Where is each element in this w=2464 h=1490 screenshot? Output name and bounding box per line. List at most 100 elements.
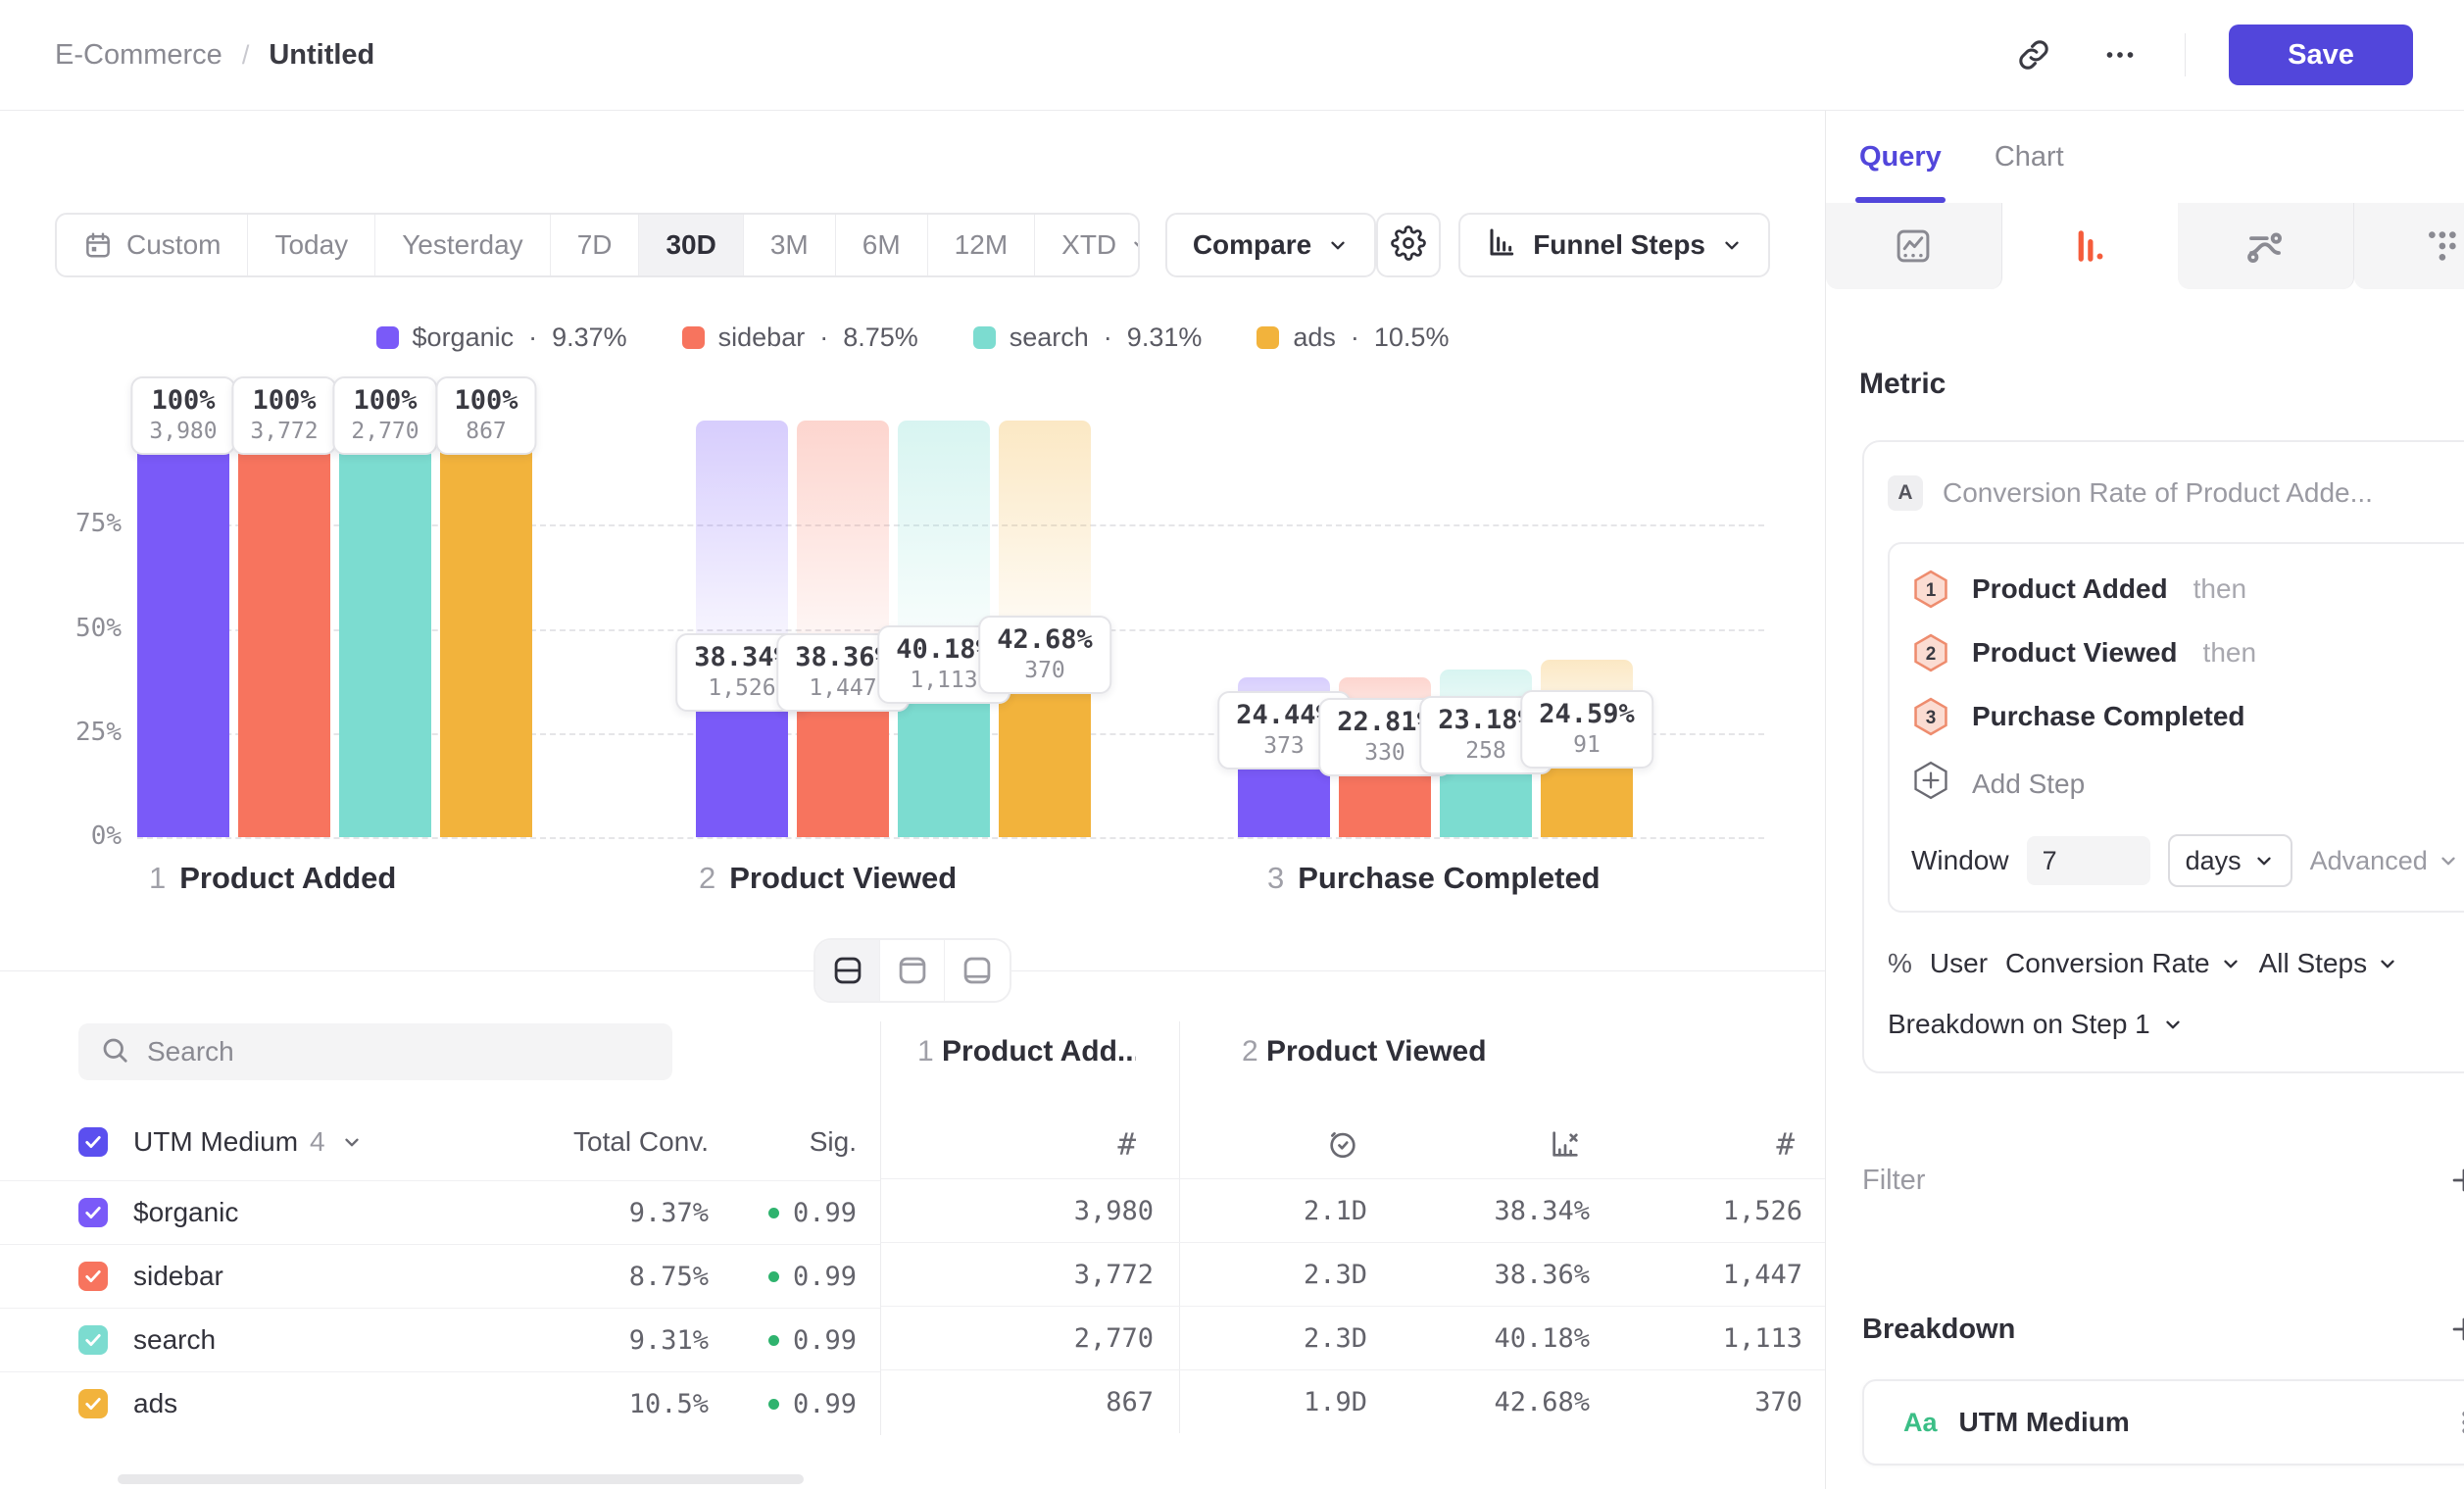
- breadcrumb-space[interactable]: E-Commerce: [55, 39, 222, 72]
- table-row-organic[interactable]: $organic 9.37% 0.99: [0, 1180, 880, 1244]
- range-12m[interactable]: 12M: [928, 215, 1035, 275]
- measured-metric-dropdown[interactable]: Conversion Rate: [2005, 948, 2242, 979]
- legend-item-search[interactable]: search · 9.31%: [973, 323, 1203, 353]
- funnel-bar-organic-step1[interactable]: [137, 421, 229, 837]
- conversion-rate-icon[interactable]: [1395, 1127, 1609, 1163]
- chart-type-retention-dots[interactable]: [2354, 203, 2464, 289]
- range-7d[interactable]: 7D: [551, 215, 640, 275]
- range-label: 7D: [577, 229, 613, 261]
- tab-chart[interactable]: Chart: [1995, 111, 2064, 203]
- hexagon-plus-icon: [1911, 761, 1950, 807]
- more-options-vertical-icon[interactable]: [2449, 1407, 2464, 1438]
- table-row-sidebar[interactable]: sidebar 8.75% 0.99: [0, 1244, 880, 1308]
- funnel-steps-card: 1 Product Added then 2 Product Viewed th…: [1888, 542, 2464, 913]
- group-column-header[interactable]: UTM Medium 4: [133, 1126, 464, 1158]
- chart-type-label: Funnel Steps: [1533, 229, 1705, 261]
- add-breakdown-icon[interactable]: [2447, 1313, 2464, 1346]
- chart-settings-button[interactable]: [1376, 213, 1441, 277]
- range-3m[interactable]: 3M: [744, 215, 836, 275]
- gear-icon: [1391, 225, 1426, 266]
- query-step-3[interactable]: 3 Purchase Completed: [1911, 697, 2459, 736]
- chart-only-view-button[interactable]: [880, 940, 945, 1001]
- breakdown-item-card[interactable]: Aa UTM Medium: [1862, 1379, 2464, 1465]
- range-yesterday[interactable]: Yesterday: [375, 215, 551, 275]
- row-checkbox[interactable]: [78, 1262, 108, 1291]
- funnel-bar-sidebar-step1[interactable]: [238, 421, 330, 837]
- table-only-view-button[interactable]: [945, 940, 1010, 1001]
- range-30d[interactable]: 30D: [639, 215, 743, 275]
- row-label: search: [133, 1324, 464, 1356]
- filter-section: Filter: [1826, 1164, 2464, 1197]
- compare-button[interactable]: Compare: [1165, 213, 1376, 277]
- horizontal-scrollbar[interactable]: [118, 1474, 804, 1484]
- avg-time: 2.3D: [1180, 1243, 1395, 1306]
- save-button[interactable]: Save: [2229, 25, 2413, 85]
- legend-item-sidebar[interactable]: sidebar · 8.75%: [682, 323, 918, 353]
- window-unit-select[interactable]: days: [2168, 834, 2292, 887]
- row-sig: 0.99: [709, 1262, 880, 1292]
- copy-link-icon[interactable]: [2012, 33, 2055, 76]
- query-step-1[interactable]: 1 Product Added then: [1911, 570, 2459, 609]
- add-filter-icon[interactable]: [2447, 1164, 2464, 1197]
- select-all-checkbox[interactable]: [78, 1127, 108, 1157]
- window-label: Window: [1911, 845, 2009, 876]
- chart-type-strip: [1826, 203, 2464, 289]
- gridline: [137, 837, 1764, 839]
- search-input[interactable]: [147, 1036, 651, 1068]
- breadcrumb: E-Commerce / Untitled: [55, 39, 374, 72]
- count-hash-icon[interactable]: #: [1609, 1127, 1825, 1163]
- row-checkbox[interactable]: [78, 1198, 108, 1227]
- breadcrumb-current[interactable]: Untitled: [269, 39, 374, 72]
- more-options-icon[interactable]: [2098, 33, 2142, 76]
- header-actions: Save: [2012, 25, 2413, 85]
- step2-column-title[interactable]: 2 Product Viewed: [1180, 1035, 1825, 1068]
- advanced-dropdown[interactable]: Advanced: [2310, 846, 2459, 876]
- split-view-button[interactable]: [815, 940, 880, 1001]
- step1-column-title[interactable]: 1 Product Add...: [917, 1035, 1136, 1068]
- table-row-search[interactable]: search 9.31% 0.99: [0, 1308, 880, 1371]
- string-type-icon: Aa: [1903, 1408, 1938, 1438]
- step-label-3: 3Purchase Completed: [1267, 861, 1601, 896]
- funnel-bar-search-step1[interactable]: [339, 421, 431, 837]
- row-checkbox[interactable]: [78, 1389, 108, 1418]
- table-search: [78, 1023, 672, 1080]
- add-step-button[interactable]: Add Step: [1911, 761, 2459, 807]
- avg-time-icon[interactable]: [1180, 1127, 1395, 1163]
- table-row-values[interactable]: 2,770 2.3D 40.18% 1,113: [881, 1306, 1825, 1369]
- chart-type-funnel-bars[interactable]: [2002, 203, 2178, 289]
- measured-user-label[interactable]: User: [1930, 948, 1988, 979]
- breakdown-on-step-dropdown[interactable]: Breakdown on Step 1: [1888, 1009, 2464, 1040]
- metric-title-row[interactable]: A Conversion Rate of Product Adde...: [1888, 475, 2464, 511]
- search-icon: [100, 1035, 129, 1069]
- range-today[interactable]: Today: [248, 215, 375, 275]
- window-value-input[interactable]: [2027, 836, 2150, 885]
- table-row-ads[interactable]: ads 10.5% 0.99: [0, 1371, 880, 1435]
- row-label: ads: [133, 1388, 464, 1419]
- range-6m[interactable]: 6M: [836, 215, 928, 275]
- funnel-bar-ads-step1[interactable]: [440, 421, 532, 837]
- chart-type-journey-flow[interactable]: [2178, 203, 2354, 289]
- tab-query[interactable]: Query: [1859, 111, 1942, 203]
- query-step-2[interactable]: 2 Product Viewed then: [1911, 633, 2459, 672]
- measured-scope-dropdown[interactable]: All Steps: [2259, 948, 2399, 979]
- legend-item-ads[interactable]: ads · 10.5%: [1257, 323, 1449, 353]
- range-xtd[interactable]: XTD: [1035, 215, 1140, 275]
- breakdown-item-name: UTM Medium: [1959, 1407, 2130, 1438]
- sig-header[interactable]: Sig.: [709, 1126, 880, 1158]
- step1-label: Product Add...: [942, 1035, 1136, 1068]
- step2-count: 1,113: [1609, 1307, 1825, 1369]
- total-conv-header[interactable]: Total Conv.: [464, 1126, 709, 1158]
- chart-type-button[interactable]: Funnel Steps: [1458, 213, 1770, 277]
- row-total-conv: 8.75%: [464, 1262, 709, 1292]
- chart-type-line-chart[interactable]: [1826, 203, 2002, 289]
- table-row-values[interactable]: 3,980 2.1D 38.34% 1,526: [881, 1178, 1825, 1242]
- count-hash-icon[interactable]: #: [1117, 1127, 1136, 1163]
- table-row-values[interactable]: 867 1.9D 42.68% 370: [881, 1369, 1825, 1433]
- range-custom[interactable]: Custom: [57, 215, 248, 275]
- legend-label: ads · 10.5%: [1293, 323, 1449, 353]
- top-bar: E-Commerce / Untitled Save: [0, 0, 2464, 111]
- legend-item-organic[interactable]: $organic · 9.37%: [376, 323, 627, 353]
- table-row-values[interactable]: 3,772 2.3D 38.36% 1,447: [881, 1242, 1825, 1306]
- svg-text:2: 2: [1926, 644, 1937, 665]
- row-checkbox[interactable]: [78, 1325, 108, 1355]
